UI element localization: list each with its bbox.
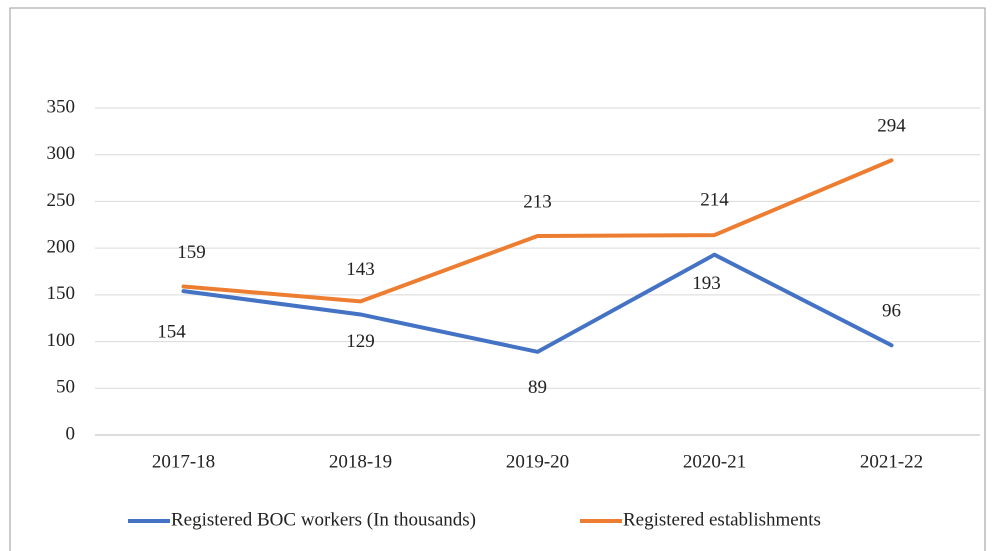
data-label: 193 — [692, 273, 721, 294]
x-tick-label: 2018-19 — [329, 451, 392, 472]
x-tick-label: 2019-20 — [506, 451, 569, 472]
x-tick-label: 2020-21 — [683, 451, 746, 472]
x-tick-label: 2017-18 — [152, 451, 215, 472]
x-tick-label: 2021-22 — [860, 451, 923, 472]
data-label: 143 — [346, 259, 375, 280]
series-line — [181, 158, 894, 304]
y-tick-label: 0 — [66, 423, 76, 444]
data-label: 154 — [157, 321, 186, 342]
legend-label: Registered BOC workers (In thousands) — [171, 509, 476, 530]
y-tick-label: 350 — [47, 96, 76, 117]
data-label: 213 — [523, 191, 552, 212]
series-line — [181, 252, 894, 354]
data-label: 129 — [346, 331, 375, 352]
y-tick-label: 50 — [56, 377, 75, 398]
data-label: 294 — [877, 116, 906, 137]
legend-label: Registered establishments — [623, 509, 821, 530]
data-label: 159 — [177, 242, 206, 263]
data-label: 89 — [528, 377, 547, 398]
chart-border — [9, 7, 986, 551]
y-tick-label: 200 — [47, 237, 76, 258]
data-label: 96 — [882, 301, 901, 322]
y-tick-label: 100 — [47, 330, 76, 351]
data-label: 214 — [700, 189, 729, 210]
y-tick-label: 250 — [47, 190, 76, 211]
y-tick-label: 300 — [47, 143, 76, 164]
y-tick-label: 150 — [47, 283, 76, 304]
